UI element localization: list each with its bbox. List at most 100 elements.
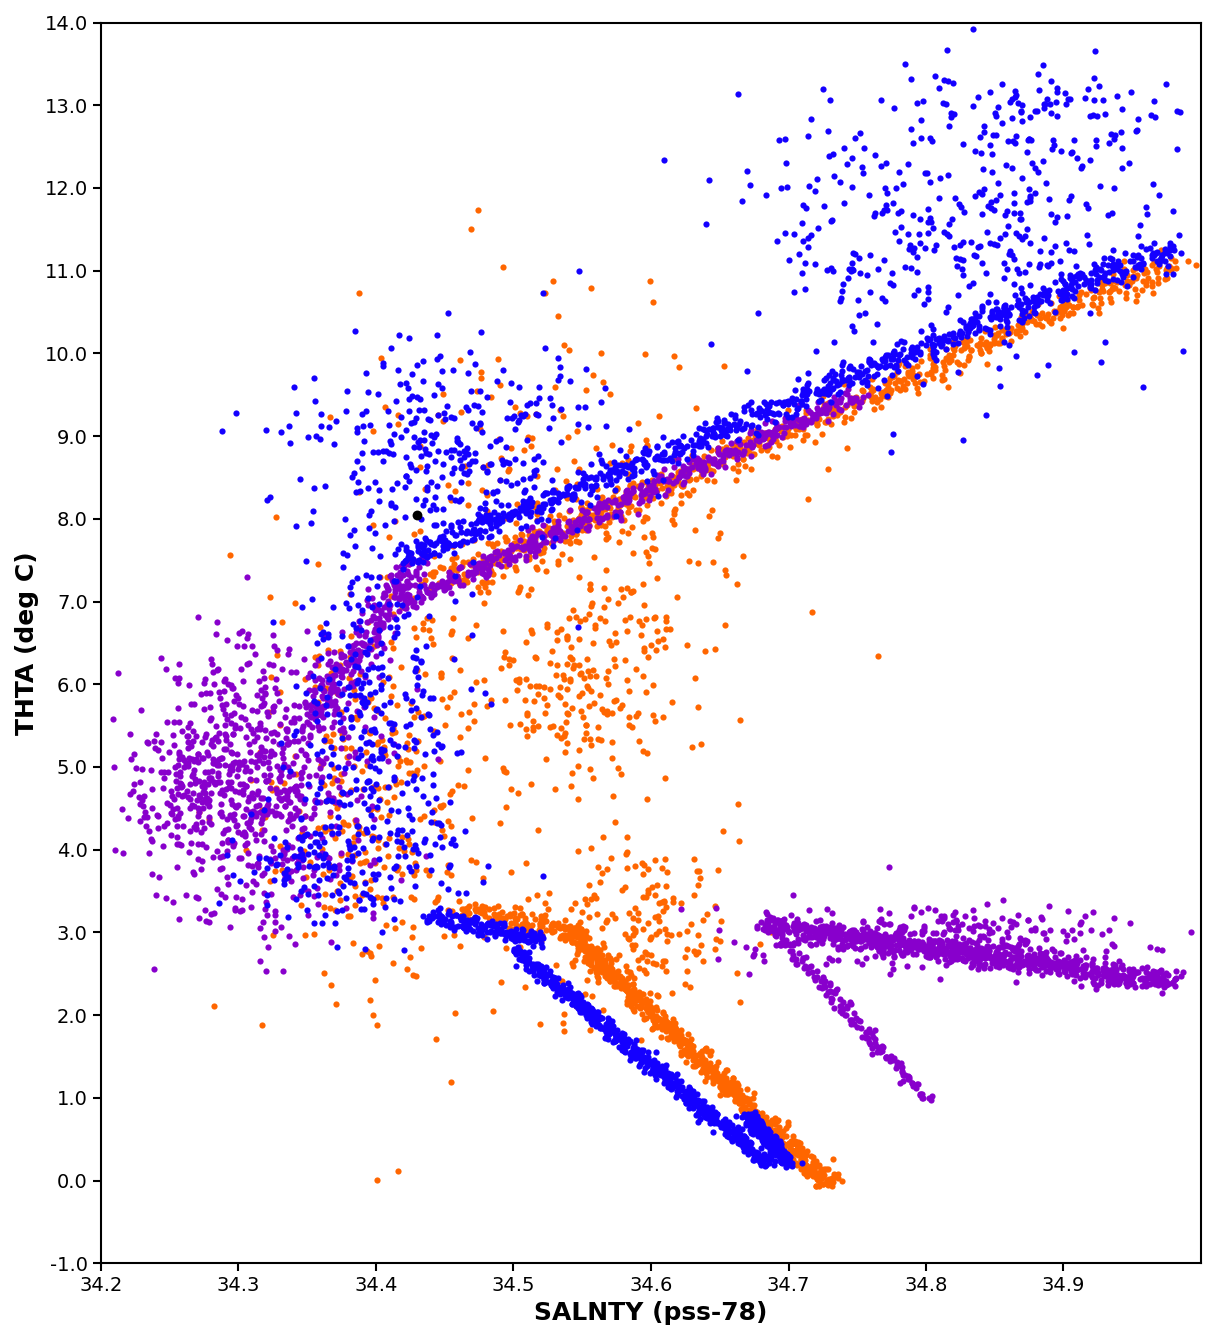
Point [631,994,651,1016]
Point [773,1126,793,1147]
Point [248,784,268,805]
Point [634,863,653,884]
Point [198,773,218,795]
Point [776,1144,795,1166]
Point [803,1156,822,1178]
Point [181,773,201,795]
Point [787,1135,806,1156]
Point [219,831,238,852]
Point [424,800,444,821]
Point [557,712,576,733]
Point [762,909,782,930]
Point [644,906,664,927]
Point [1124,265,1143,287]
Point [1019,292,1038,314]
Point [829,927,849,949]
Point [750,1115,770,1136]
Point [168,673,187,694]
Point [775,1135,794,1156]
Point [395,846,415,867]
Point [863,927,883,949]
Point [955,336,974,358]
Point [546,985,565,1006]
Point [418,583,438,604]
Point [879,856,899,878]
Point [541,716,561,737]
Point [430,910,450,931]
Point [874,373,894,394]
Point [1153,982,1172,1004]
Point [505,533,524,555]
Point [861,922,880,943]
Point [654,1017,674,1038]
Point [1042,252,1062,273]
Point [832,387,851,409]
Point [846,922,866,943]
Point [767,418,787,440]
Point [952,941,972,962]
Point [786,1130,805,1151]
Point [755,1143,775,1164]
Point [771,1148,790,1170]
Point [563,509,582,531]
Point [766,911,786,933]
Point [761,422,781,444]
Point [1024,310,1043,331]
Point [576,517,596,539]
Point [1087,259,1107,280]
Point [741,1132,760,1154]
Point [706,1110,726,1131]
Point [601,970,620,992]
Point [643,1017,663,1038]
Point [529,683,548,705]
Point [860,933,879,954]
Point [749,430,769,452]
Point [967,335,986,356]
Point [568,934,587,955]
Point [550,529,569,551]
Point [215,704,235,725]
Point [742,1116,761,1138]
Point [1031,945,1051,966]
Point [370,618,389,639]
Point [1070,949,1090,970]
Point [520,918,540,939]
Point [518,931,537,953]
Point [1096,953,1115,974]
Point [989,358,1008,379]
Point [198,792,218,813]
Point [1124,265,1143,287]
Point [672,456,692,477]
Point [871,925,890,946]
Point [821,391,840,413]
Point [396,594,416,615]
Point [933,933,952,954]
Point [1004,947,1024,969]
Point [739,438,759,460]
Point [1118,966,1137,988]
Point [231,658,250,679]
Point [878,942,897,963]
Point [202,649,221,670]
Point [212,856,231,878]
Point [991,949,1010,970]
Point [759,1146,778,1167]
Point [590,444,609,465]
Point [377,595,396,616]
Point [461,918,480,939]
Point [1052,288,1071,310]
Point [321,931,340,953]
Point [322,657,342,678]
Point [568,840,587,862]
Point [258,858,277,879]
Point [185,863,204,884]
Point [648,1059,668,1080]
Point [579,468,598,489]
Point [1038,284,1058,306]
Point [580,942,599,963]
Point [775,407,794,429]
Point [338,635,358,657]
Point [606,501,625,523]
Point [512,525,531,547]
Point [585,547,604,568]
